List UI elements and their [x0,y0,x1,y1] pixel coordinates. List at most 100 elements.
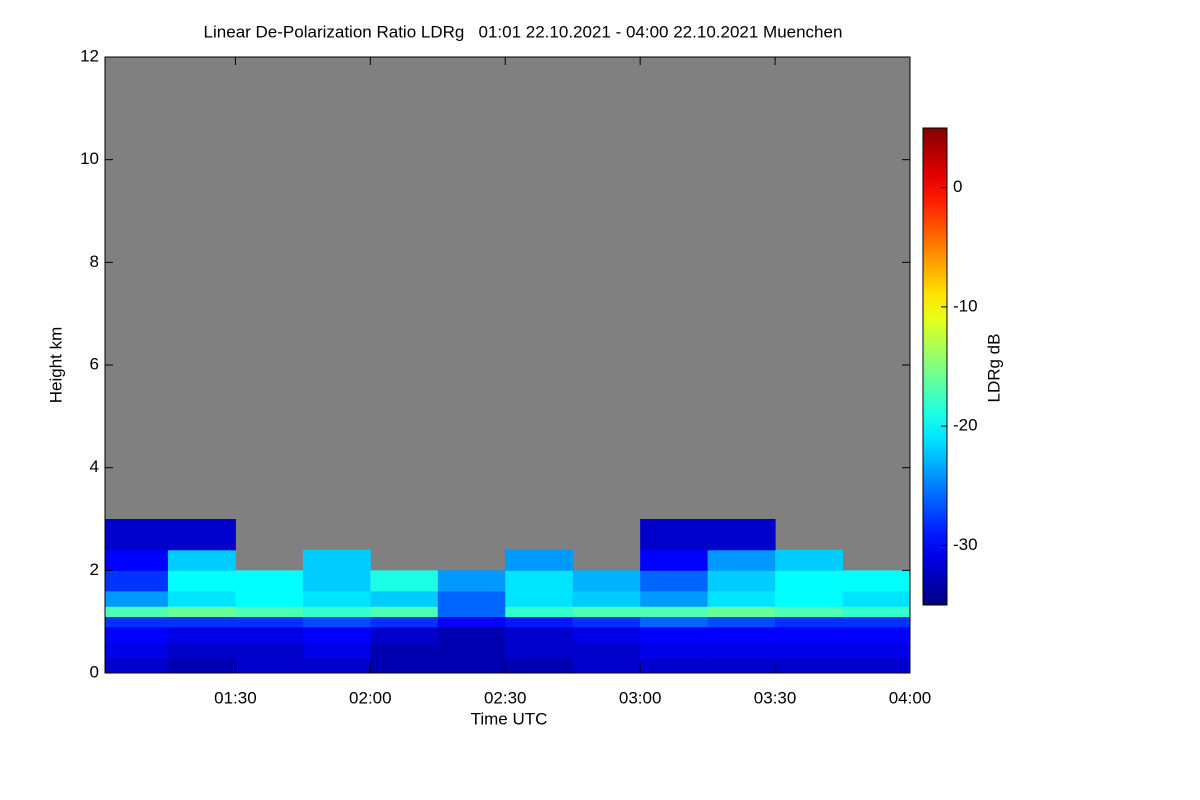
heatmap-cell [437,657,506,674]
heatmap-cell [167,590,236,607]
heatmap-cell [437,616,506,628]
heatmap-cell [302,570,371,592]
heatmap-cell [640,657,709,674]
heatmap-cell [505,642,574,659]
chart-title: Linear De-Polarization Ratio LDRg 01:01 … [204,22,843,41]
y-tick-label: 6 [90,354,99,373]
heatmap-cell [105,590,169,607]
heatmap-cell [167,616,236,628]
heatmap-cell [505,606,574,618]
colorbar-tick-label: -20 [953,416,978,435]
heatmap-cell [775,606,844,618]
heatmap-cell [707,606,776,618]
heatmap-cell [842,590,911,607]
heatmap-cell [842,570,911,592]
heatmap-cell [707,626,776,643]
heatmap-cell [235,590,304,607]
heatmap-cell [437,590,506,607]
y-tick-label: 12 [80,46,99,65]
heatmap-cell [572,642,641,659]
heatmap-cell [235,657,304,674]
heatmap-cell [505,616,574,628]
y-tick-label: 0 [90,662,99,681]
heatmap-cell [437,626,506,643]
heatmap-cell [640,616,709,628]
y-tick-label: 2 [90,560,99,579]
heatmap-cell [842,657,911,674]
heatmap-cell [640,519,709,551]
heatmap-cell [167,519,236,551]
heatmap-cell [370,606,439,618]
heatmap-cell [707,657,776,674]
heatmap-cell [842,642,911,659]
heatmap-cell [370,657,439,674]
heatmap-cell [167,642,236,659]
heatmap-cell [707,570,776,592]
heatmap-cell [707,590,776,607]
heatmap-cell [505,570,574,592]
heatmap-cell [437,570,506,592]
heatmap-cell [167,549,236,571]
colorbar [922,127,948,606]
heatmap-cell [775,616,844,628]
x-axis-label: Time UTC [471,709,548,728]
heatmap-cell [167,570,236,592]
heatmap-cell [505,657,574,674]
heatmap-cell [167,626,236,643]
heatmap-cell [302,657,371,674]
heatmap-cell [437,642,506,659]
heatmap-cell [842,616,911,628]
heatmap-cell [775,549,844,571]
heatmap-cell [370,626,439,643]
heatmap-cell [572,606,641,618]
heatmap-cell [775,590,844,607]
heatmap-cell [105,657,169,674]
heatmap-cell [105,519,169,551]
heatmap-cell [640,642,709,659]
heatmap-cell [302,590,371,607]
heatmap-cell [505,626,574,643]
y-axis-label: Height km [46,327,65,404]
heatmap-cell [707,616,776,628]
colorbar-tick-label: -30 [953,535,978,554]
heatmap-cell [370,642,439,659]
colorbar-label: LDRg dB [984,334,1003,403]
heatmap-cell [105,549,169,571]
heatmap-cell [105,570,169,592]
heatmap-cell [707,549,776,571]
heatmap-cell [235,570,304,592]
heatmap-cell [572,657,641,674]
heatmap-cell [640,606,709,618]
heatmap-cell [105,642,169,659]
heatmap-cell [640,549,709,571]
heatmap-cell [707,642,776,659]
y-tick-label: 10 [80,149,99,168]
heatmap-cell [370,570,439,592]
heatmap-cell [437,606,506,618]
colorbar-tick-label: -10 [953,296,978,315]
y-tick-label: 4 [90,457,99,476]
heatmap-cell [235,606,304,618]
heatmap-cell [302,616,371,628]
heatmap-cell [235,626,304,643]
heatmap-cell [105,616,169,628]
heatmap-cell [640,626,709,643]
heatmap-cell [775,570,844,592]
heatmap-cell [640,590,709,607]
x-tick-label: 03:30 [754,688,797,707]
heatmap-cell [572,626,641,643]
heatmap-cell [105,626,169,643]
colorbar-tick-label: 0 [953,177,962,196]
heatmap-cell [302,549,371,571]
heatmap-cell [572,590,641,607]
heatmap-cell [302,606,371,618]
heatmap-cell [842,606,911,618]
heatmap-cell [235,616,304,628]
heatmap-cell [842,626,911,643]
heatmap-cell [167,606,236,618]
heatmap-cell [505,590,574,607]
heatmap-cell [775,626,844,643]
y-tick-label: 8 [90,252,99,271]
heatmap-cell [775,642,844,659]
heatmap-cell [505,549,574,571]
